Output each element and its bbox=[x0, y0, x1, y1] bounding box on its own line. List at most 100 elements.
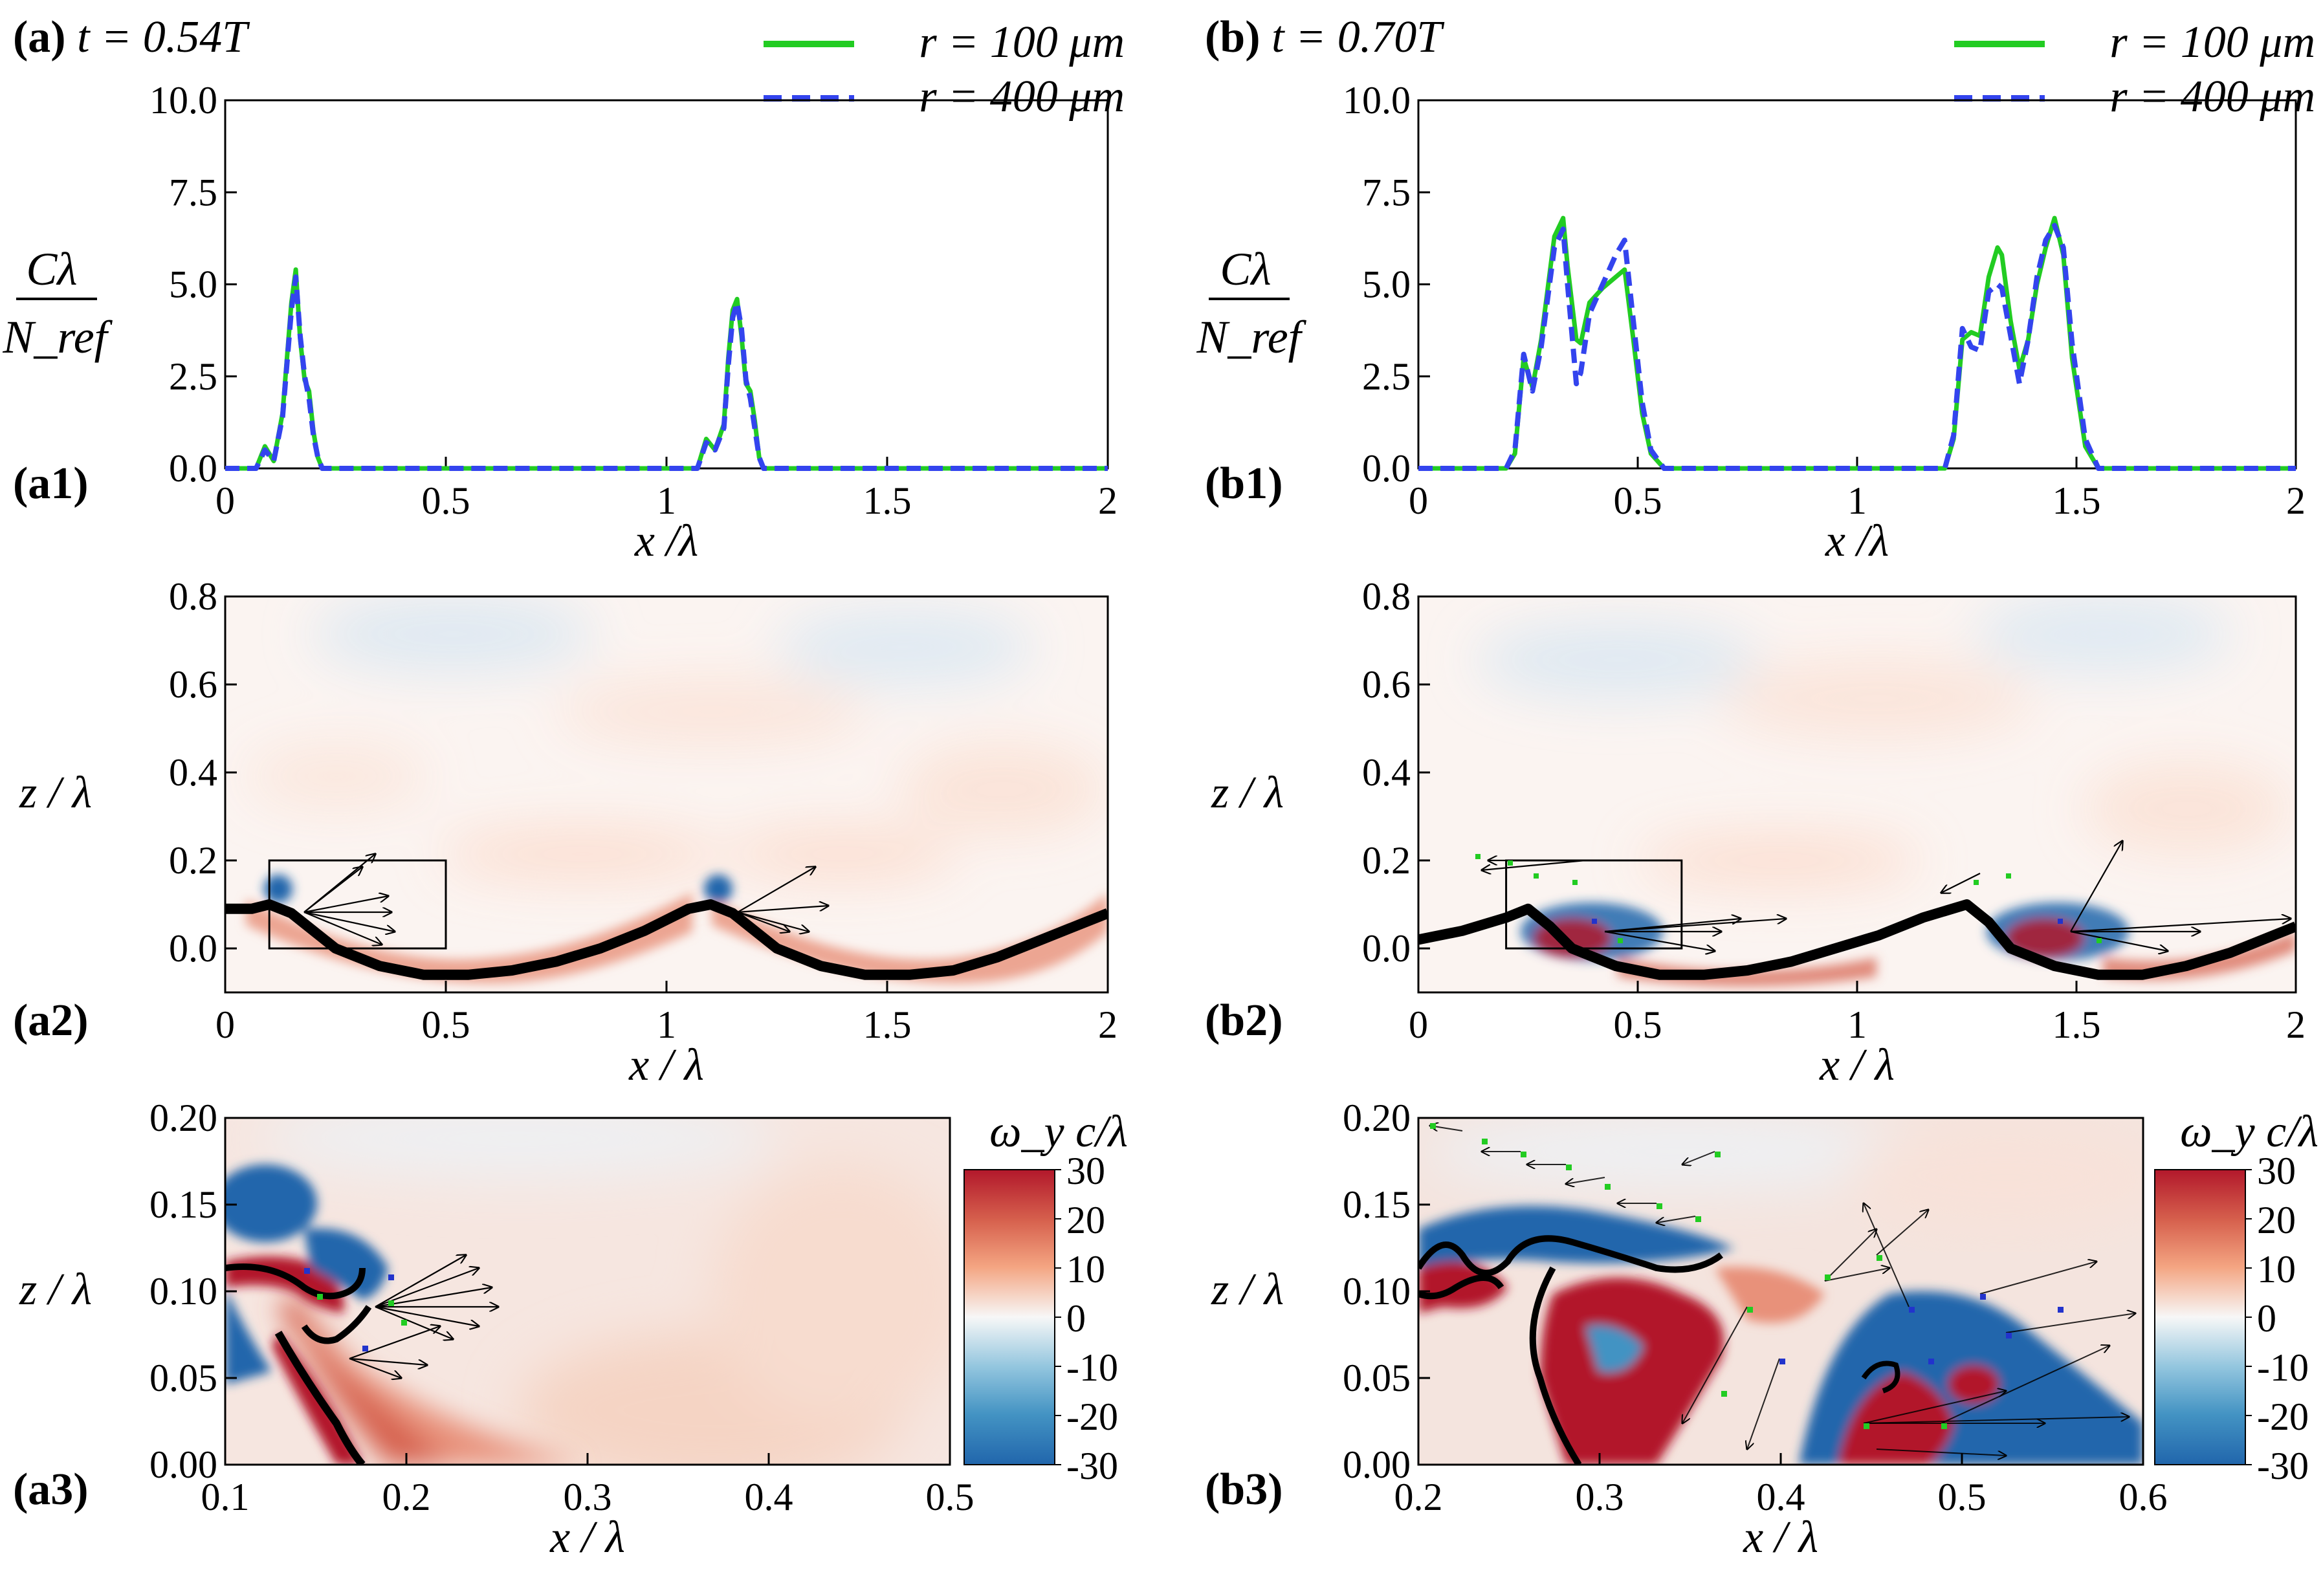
colorbar-tick-label: -30 bbox=[1066, 1445, 1118, 1487]
x-tick-label-a1: 1 bbox=[657, 479, 676, 522]
y-tick-label-a2: 0.8 bbox=[169, 575, 217, 618]
y-tick-label-a3: 0.10 bbox=[149, 1270, 217, 1313]
y-tick-label-b1: 10.0 bbox=[1343, 79, 1411, 122]
y-tick-label-a2: 0.6 bbox=[169, 663, 217, 706]
free-surface-b3-bubble bbox=[1861, 1361, 1900, 1394]
y-tick-label-b1: 2.5 bbox=[1362, 355, 1411, 398]
axes-a3: 0.1 0.2 0.3 0.4 0.5 0.00 0.05 0.10 0.15 0.20 x / λ… bbox=[13, 1097, 974, 1562]
colorbar-b-gradient bbox=[2154, 1169, 2246, 1465]
y-tick-label-b3: 0.15 bbox=[1343, 1183, 1411, 1226]
free-surface-b3-lower bbox=[1529, 1266, 1582, 1465]
x-axis-label-a3: x / λ bbox=[549, 1513, 625, 1562]
y-tick-label-a1: 7.5 bbox=[169, 171, 217, 213]
particles-a3 bbox=[304, 1268, 407, 1351]
colorbar-tick-label: 10 bbox=[1066, 1248, 1105, 1291]
series-line-b1-r400 bbox=[1418, 223, 2296, 471]
y-tick-label-b1: 0.0 bbox=[1362, 447, 1411, 490]
colorbar-tick-label: -20 bbox=[2257, 1395, 2309, 1438]
x-tick-label-a2: 1 bbox=[657, 1003, 676, 1046]
x-tick-label-b3: 0.5 bbox=[1938, 1476, 1987, 1518]
colorbar-a-gradient bbox=[963, 1169, 1055, 1465]
y-tick-label-a1: 2.5 bbox=[169, 355, 217, 398]
plot-frame-a1 bbox=[224, 99, 1109, 470]
field-b3-contour bbox=[1418, 1118, 2143, 1465]
zoom-box-a2 bbox=[268, 859, 447, 950]
colorbar-tick-label: 0 bbox=[2257, 1297, 2276, 1340]
field-b2 bbox=[1417, 595, 2297, 994]
x-tick-label-b1: 1 bbox=[1847, 479, 1867, 522]
x-axis-label-b3: x / λ bbox=[1743, 1513, 1818, 1562]
x-tick-label-b3: 0.4 bbox=[1757, 1476, 1805, 1518]
y-tick-label-b2: 0.6 bbox=[1362, 663, 1411, 706]
colorbar-tick-label: -30 bbox=[2257, 1445, 2309, 1487]
colorbar-a-title: ω_y c/λ bbox=[989, 1107, 1128, 1157]
y-tick-label-a3: 0.20 bbox=[149, 1097, 217, 1139]
x-tick-label-a1: 0.5 bbox=[422, 479, 470, 522]
ylabel-b1-den: N_ref bbox=[1196, 311, 1306, 363]
x-tick-label-a2: 0.5 bbox=[422, 1003, 470, 1046]
y-tick-label-a1: 10.0 bbox=[149, 79, 217, 122]
title-a: (a) t = 0.54T bbox=[13, 12, 250, 62]
free-surface-a2 bbox=[225, 899, 1108, 980]
y-tick-label-b2: 0.4 bbox=[1362, 751, 1411, 794]
field-a3-contour bbox=[225, 1118, 950, 1465]
colorbar-tick-label: 20 bbox=[2257, 1199, 2296, 1241]
panel-label-b3: (b3) bbox=[1205, 1465, 1283, 1514]
panel-label-b2: (b2) bbox=[1205, 996, 1283, 1045]
y-tick-label-a1: 0.0 bbox=[169, 447, 217, 490]
x-tick-label-b2: 1 bbox=[1847, 1003, 1867, 1046]
field-a2 bbox=[224, 595, 1109, 994]
plot-b1: 0 0.5 1 1.5 2 0.0 2.5 5.0 7.5 10.0 x /λ (b1) bbox=[1205, 79, 2306, 566]
x-axis-label-a2: x / λ bbox=[628, 1040, 704, 1090]
x-tick-label-a3: 0.3 bbox=[564, 1476, 612, 1518]
colorbar-tick-label: 30 bbox=[1066, 1150, 1105, 1192]
x-tick-label-b2: 2 bbox=[2286, 1003, 2306, 1046]
y-tick-label-a2: 0.2 bbox=[169, 839, 217, 882]
colorbar-a: ω_y c/λ 30 20 10 0 -10 -20 -30 bbox=[963, 1107, 1128, 1487]
x-tick-label-a3: 0.5 bbox=[926, 1476, 974, 1518]
title-b-text: t = 0.70T bbox=[1272, 12, 1445, 62]
x-tick-label-b3: 0.3 bbox=[1576, 1476, 1624, 1518]
x-tick-label-a3: 0.1 bbox=[201, 1476, 250, 1518]
field-a3 bbox=[224, 1117, 951, 1466]
particles-b3 bbox=[1430, 1123, 2064, 1429]
y-tick-label-b2: 0.2 bbox=[1362, 839, 1411, 882]
ylabel-b1-num: Cλ bbox=[1220, 243, 1271, 295]
y-axis-label-b2: z / λ bbox=[1211, 768, 1284, 818]
legend-b-label-2: r = 400 μm bbox=[2109, 72, 2315, 122]
ylabel-b1: Cλ N_ref bbox=[1196, 243, 1306, 363]
panel-label-a3: (a3) bbox=[13, 1465, 89, 1514]
free-surface-b3-mid bbox=[1418, 1274, 1504, 1300]
x-tick-label-a2: 1.5 bbox=[863, 1003, 912, 1046]
colorbar-tick-label: 20 bbox=[1066, 1199, 1105, 1241]
ylabel-a1: Cλ N_ref bbox=[2, 243, 113, 363]
free-surface-b3-upper bbox=[1418, 1235, 1723, 1276]
colorbar-tick-label: 30 bbox=[2257, 1150, 2296, 1192]
particle-vectors-a2 bbox=[303, 854, 828, 945]
y-tick-label-a2: 0.4 bbox=[169, 751, 217, 794]
y-tick-label-a3: 0.15 bbox=[149, 1183, 217, 1226]
legend-b: r = 100 μm r = 400 μm bbox=[1954, 17, 2315, 122]
x-tick-label-b2: 0 bbox=[1409, 1003, 1428, 1046]
y-tick-label-b3: 0.10 bbox=[1343, 1270, 1411, 1313]
legend-a-label-1: r = 100 μm bbox=[919, 17, 1125, 67]
axes-b3: 0.2 0.3 0.4 0.5 0.6 0.00 0.05 0.10 0.15 0.20 x / λ… bbox=[1205, 1097, 2168, 1562]
y-tick-label-b3: 0.05 bbox=[1343, 1357, 1411, 1399]
x-tick-label-b3: 0.2 bbox=[1394, 1476, 1443, 1518]
series-line-a1-r100 bbox=[225, 267, 1108, 471]
x-tick-label-b2: 0.5 bbox=[1614, 1003, 1662, 1046]
axes-a2: 0 0.5 1 1.5 2 0.0 0.2 0.4 0.6 0.8 x / λ z / λ (a2) bbox=[13, 575, 1117, 1090]
title-a-text: t = 0.54T bbox=[77, 12, 250, 62]
zoom-box-b2 bbox=[1505, 859, 1683, 950]
ylabel-a1-den: N_ref bbox=[2, 311, 113, 363]
free-surface-a3-upper bbox=[225, 1263, 366, 1300]
x-axis-label-b1: x /λ bbox=[1825, 516, 1889, 566]
x-tick-label-a1: 1.5 bbox=[863, 479, 912, 522]
x-tick-label-a3: 0.2 bbox=[382, 1476, 431, 1518]
x-tick-label-a2: 0 bbox=[215, 1003, 235, 1046]
y-tick-label-a3: 0.00 bbox=[149, 1443, 217, 1486]
x-tick-label-b2: 1.5 bbox=[2053, 1003, 2101, 1046]
x-tick-label-a1: 2 bbox=[1098, 479, 1117, 522]
